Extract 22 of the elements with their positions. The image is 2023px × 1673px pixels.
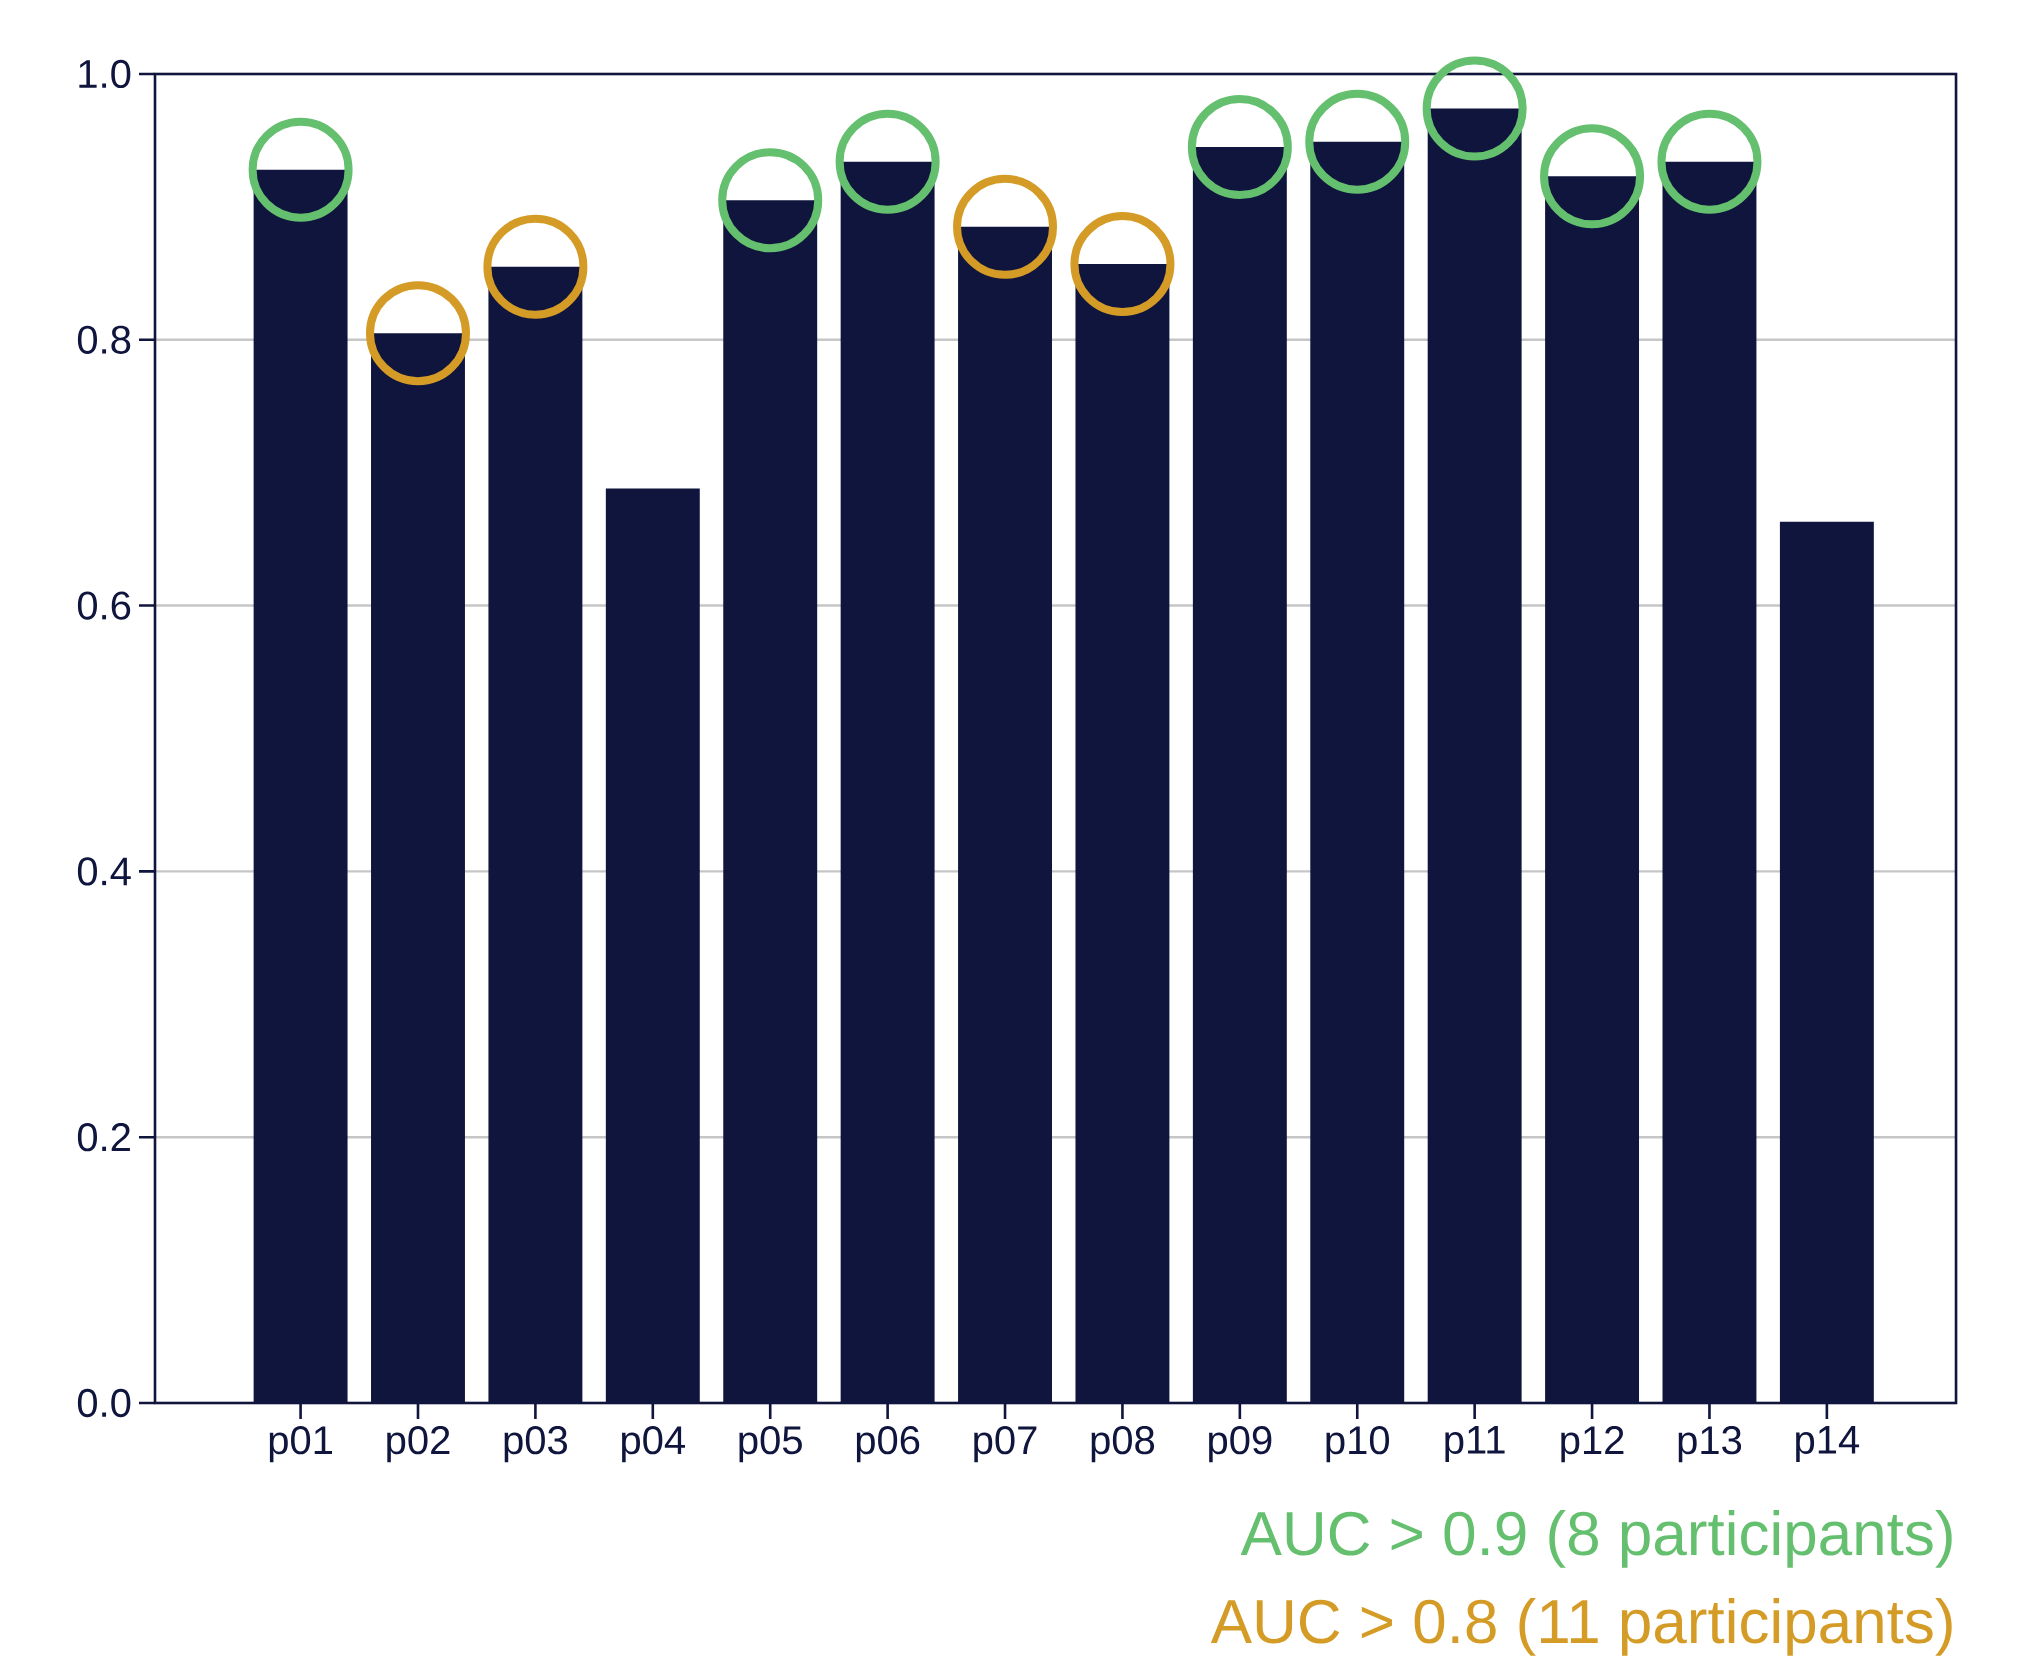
y-tick-label: 1.0 <box>79 59 131 89</box>
x-tick-label: p10 <box>1326 1426 1390 1463</box>
x-tick-label: p08 <box>1091 1426 1155 1463</box>
x-tick-label: p14 <box>1796 1426 1860 1462</box>
y-tick-label: 0.2 <box>77 1123 130 1152</box>
x-tick-label: p01 <box>269 1426 332 1463</box>
x-tick-label: p04 <box>622 1426 685 1463</box>
text: AUC > 0.8 (11 participants) <box>1210 1598 1952 1656</box>
y-tick-label: 0.6 <box>77 591 131 620</box>
x-tick-label: p03 <box>504 1426 567 1463</box>
x-tick-label: p11 <box>1445 1426 1505 1462</box>
y-tick-label: 0.4 <box>77 857 131 886</box>
x-tick-label: p13 <box>1678 1426 1742 1463</box>
x-tick-label: p07 <box>974 1426 1037 1463</box>
y-tick-label: 0.8 <box>77 325 131 354</box>
x-tick-label: p06 <box>856 1426 920 1463</box>
text: AUC > 0.9 (8 participants) <box>1240 1510 1952 1568</box>
x-tick-label: p09 <box>1209 1426 1272 1463</box>
y-tick-label: 0.0 <box>77 1388 131 1418</box>
x-tick-label: p05 <box>739 1426 802 1463</box>
x-tick-label: p12 <box>1561 1426 1624 1463</box>
x-tick-label: p02 <box>387 1426 450 1463</box>
